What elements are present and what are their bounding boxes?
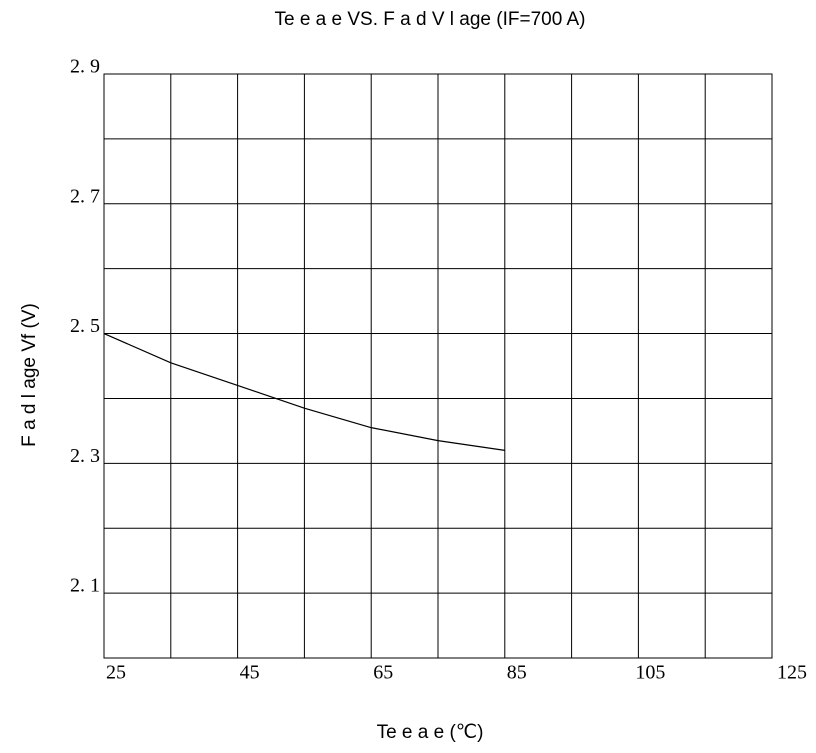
x-tick-label: 125 (777, 662, 807, 684)
x-tick-label: 105 (635, 662, 665, 684)
x-tick-label: 45 (240, 662, 260, 684)
chart-title: Te e a e VS. F a d V l age (IF=700 A) (274, 9, 585, 30)
y-axis-label: F a d l age Vf (V) (19, 303, 40, 447)
y-tick-label: 2. 9 (70, 56, 100, 78)
x-tick-label: 85 (507, 662, 527, 684)
y-tick-label: 2. 7 (70, 185, 100, 207)
x-tick-label: 65 (373, 662, 393, 684)
x-axis-label: Te e a e (℃) (377, 722, 484, 743)
y-tick-label: 2. 1 (70, 575, 100, 597)
y-tick-label: 2. 5 (70, 315, 100, 337)
y-tick-label: 2. 3 (70, 445, 100, 467)
x-tick-label: 25 (106, 662, 126, 684)
data-line (103, 333, 505, 451)
